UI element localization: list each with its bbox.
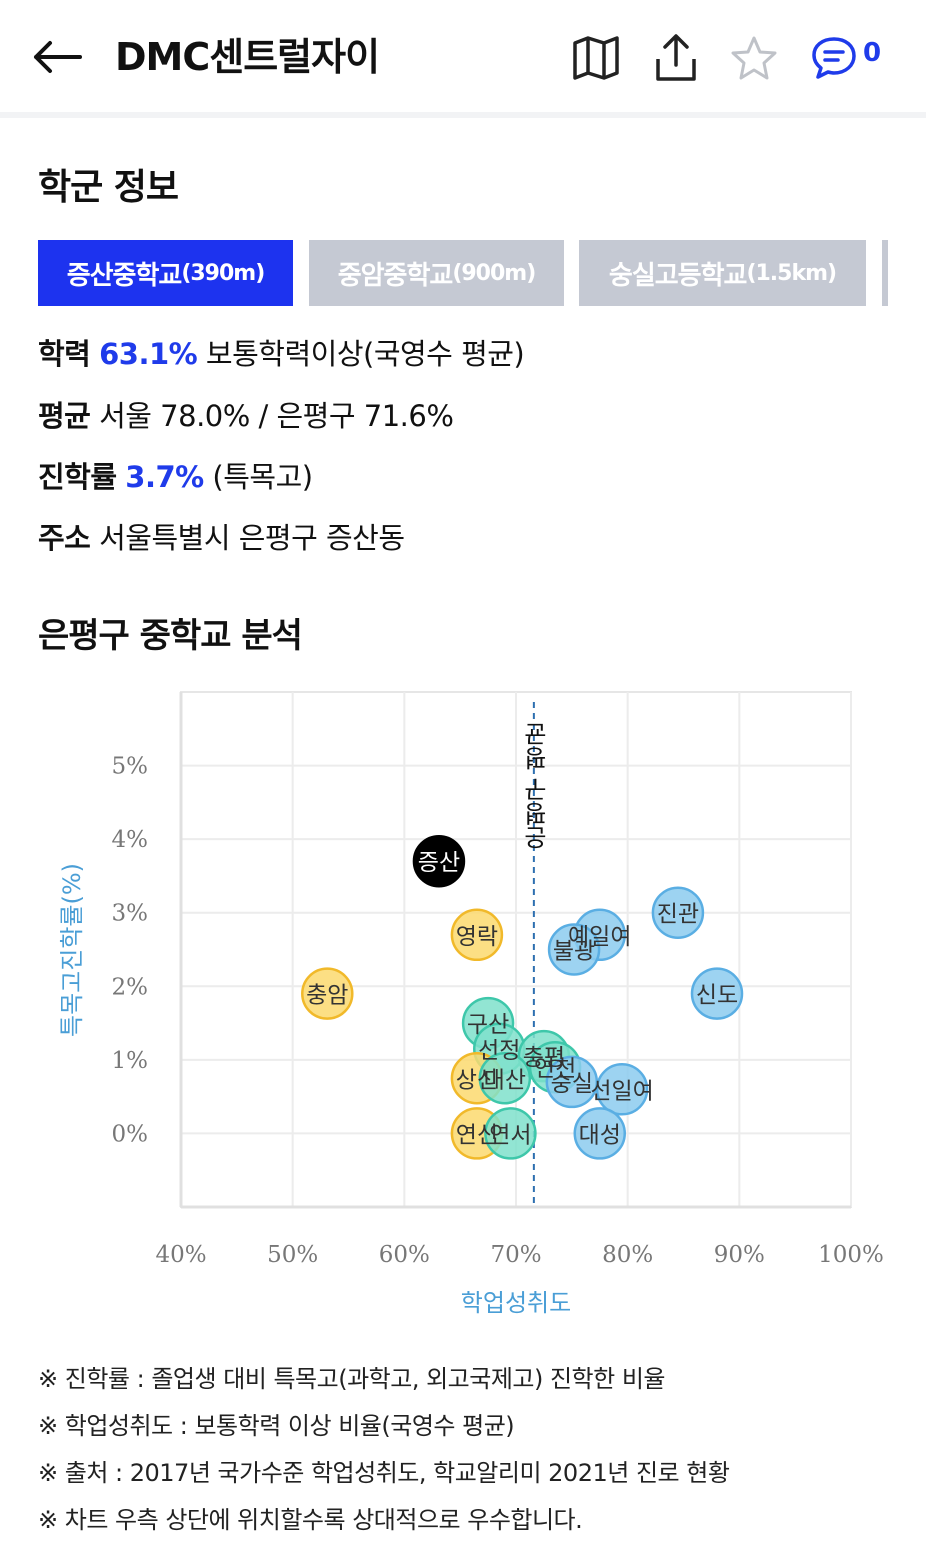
data-label: 대성 bbox=[579, 1122, 621, 1148]
y-tick-label: 3% bbox=[112, 901, 149, 927]
average-label: 평균 bbox=[38, 399, 91, 433]
tab-school-distance: (900m) bbox=[452, 260, 536, 286]
data-label: 연서 bbox=[489, 1122, 531, 1148]
achievement-value: 63.1% bbox=[99, 337, 198, 371]
x-tick-label: 40% bbox=[155, 1242, 206, 1268]
favorite-button[interactable] bbox=[726, 30, 782, 86]
data-label: 연천 bbox=[534, 1056, 576, 1082]
note-item: ※ 학업성취도 : 보통학력 이상 비율(국영수 평균) bbox=[38, 1412, 515, 1440]
y-tick-label: 1% bbox=[112, 1048, 149, 1074]
average-line: 평균 서울 78.0% / 은평구 71.6% bbox=[38, 396, 454, 436]
data-point bbox=[573, 1107, 626, 1160]
x-tick-label: 80% bbox=[602, 1242, 653, 1268]
tab-school-0[interactable]: 증산중학교 (390m) bbox=[38, 240, 293, 306]
data-label: 선정 bbox=[478, 1038, 520, 1064]
advance-desc: (특목고) bbox=[212, 460, 313, 494]
data-label: 진관 bbox=[657, 902, 699, 928]
average-value: 서울 78.0% / 은평구 71.6% bbox=[99, 399, 454, 433]
arrow-left-icon bbox=[34, 41, 82, 73]
data-label: 대산 bbox=[484, 1067, 526, 1093]
tab-school-distance: (390m) bbox=[181, 260, 265, 286]
data-label: 신도 bbox=[696, 983, 738, 1009]
star-icon bbox=[731, 36, 777, 80]
data-label: 영락 bbox=[456, 924, 498, 950]
data-label: 구산 bbox=[467, 1012, 509, 1038]
data-label: 불광 bbox=[553, 939, 595, 965]
data-point bbox=[484, 1107, 537, 1160]
x-tick-label: 60% bbox=[379, 1242, 430, 1268]
address-line: 주소 서울특별시 은평구 증산동 bbox=[38, 518, 405, 558]
data-point bbox=[301, 967, 354, 1020]
tab-school-distance: (1.5km) bbox=[746, 260, 837, 286]
x-tick-label: 90% bbox=[714, 1242, 765, 1268]
achievement-label: 학력 bbox=[38, 337, 91, 371]
advance-line: 진학률 3.7% (특목고) bbox=[38, 457, 313, 497]
data-point bbox=[450, 908, 504, 962]
data-point bbox=[547, 923, 601, 976]
x-axis-title: 학업성취도 bbox=[461, 1289, 571, 1317]
average-line-label: 은평구 평균 bbox=[524, 722, 552, 850]
tab-school-name: 중암중학교 bbox=[337, 260, 454, 291]
back-button[interactable] bbox=[26, 32, 86, 82]
scatter-chart: 0% 1% 2% 3% 4% 5% 40% 50% 60% 70% 80% 90% 100% 은평구 평균… bbox=[58, 691, 884, 1317]
data-point bbox=[690, 967, 744, 1020]
data-point bbox=[412, 834, 466, 888]
x-tick-label: 70% bbox=[490, 1242, 541, 1268]
achievement-desc: 보통학력이상(국영수 평균) bbox=[205, 337, 525, 371]
data-label: 숭실 bbox=[551, 1071, 593, 1097]
map-button[interactable] bbox=[568, 30, 624, 86]
analysis-title: 은평구 중학교 분석 bbox=[38, 616, 303, 656]
data-label: 선일여 bbox=[590, 1078, 653, 1104]
address-value: 서울특별시 은평구 증산동 bbox=[99, 521, 405, 555]
advance-value: 3.7% bbox=[125, 460, 204, 494]
advance-label: 진학률 bbox=[38, 460, 117, 494]
note-item: ※ 차트 우측 상단에 위치할수록 상대적으로 우수합니다. bbox=[38, 1506, 583, 1534]
school-info-title: 학군 정보 bbox=[38, 167, 179, 208]
note-item: ※ 진학률 : 졸업생 대비 특목고(과학고, 외고국제고) 진학한 비율 bbox=[38, 1365, 666, 1393]
data-label: 예일여 bbox=[568, 924, 631, 950]
data-point bbox=[545, 1055, 599, 1109]
data-label: 상신 bbox=[456, 1067, 498, 1093]
y-tick-label: 0% bbox=[112, 1121, 149, 1147]
y-tick-label: 5% bbox=[112, 754, 149, 780]
data-label: 충평 bbox=[523, 1045, 565, 1071]
comment-count: 0 bbox=[863, 38, 882, 68]
map-icon bbox=[573, 36, 619, 80]
data-label: 증산 bbox=[418, 850, 460, 876]
data-point bbox=[478, 1052, 532, 1105]
y-axis-title: 특목고진학률(%) bbox=[58, 863, 86, 1037]
share-button[interactable] bbox=[648, 30, 704, 86]
comment-icon bbox=[812, 37, 856, 79]
share-icon bbox=[656, 34, 696, 81]
notes: ※ 진학률 : 졸업생 대비 특목고(과학고, 외고국제고) 진학한 비율 ※ … bbox=[38, 1356, 730, 1544]
data-point bbox=[651, 886, 705, 939]
school-tabs: 증산중학교 (390m) 중암중학교 (900m) 숭실고등학교 (1.5km) bbox=[38, 240, 888, 306]
data-point bbox=[595, 1063, 649, 1116]
y-tick-label: 2% bbox=[112, 974, 149, 1000]
tab-school-name: 증산중학교 bbox=[66, 260, 183, 291]
tab-school-1[interactable]: 중암중학교 (900m) bbox=[309, 240, 564, 306]
header-divider bbox=[0, 112, 926, 118]
comment-button[interactable] bbox=[806, 30, 862, 86]
achievement-line: 학력 63.1% 보통학력이상(국영수 평균) bbox=[38, 334, 525, 374]
tab-school-name: 숭실고등학교 bbox=[608, 260, 748, 291]
address-label: 주소 bbox=[38, 521, 91, 555]
note-item: ※ 출처 : 2017년 국가수준 학업성취도, 학교알리미 2021년 진로 … bbox=[38, 1459, 730, 1487]
tab-school-2[interactable]: 숭실고등학교 (1.5km) bbox=[579, 240, 866, 306]
x-tick-label: 50% bbox=[267, 1242, 318, 1268]
page-title: DMC센트럴자이 bbox=[115, 35, 380, 79]
data-label: 연신 bbox=[456, 1122, 498, 1148]
data-label: 충암 bbox=[306, 983, 348, 1009]
x-tick-label: 100% bbox=[818, 1242, 884, 1268]
app-header: DMC센트럴자이 0 bbox=[0, 0, 926, 112]
tab-school-more[interactable] bbox=[882, 240, 888, 306]
y-tick-label: 4% bbox=[112, 827, 149, 853]
